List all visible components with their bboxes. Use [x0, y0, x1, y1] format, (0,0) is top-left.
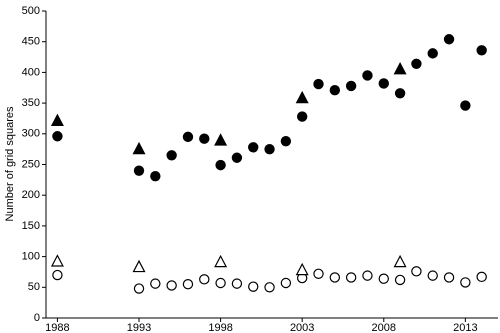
y-tick-label: 450 [22, 36, 40, 48]
circle-point [362, 270, 373, 281]
circle-point [394, 88, 406, 99]
triangle-point [50, 113, 64, 127]
circle-point [460, 100, 471, 111]
circle-point [215, 159, 226, 171]
y-tick-label: 300 [22, 128, 40, 140]
y-axis-label: Number of grid squares [4, 106, 16, 221]
circle-point [133, 283, 145, 294]
circle-point [199, 274, 210, 285]
y-tick-label: 400 [22, 66, 40, 78]
circle-point [166, 150, 177, 161]
circle-point [280, 135, 292, 147]
circle-point [313, 78, 324, 90]
circle-point [231, 152, 243, 163]
circle-point [248, 281, 259, 292]
circle-point [280, 277, 292, 289]
circle-point [52, 131, 63, 142]
circle-point [215, 277, 226, 289]
circle-point [443, 34, 455, 45]
circle-point [182, 131, 194, 143]
circle-point [133, 165, 145, 176]
circle-point [313, 268, 324, 279]
triangle-point [295, 262, 309, 276]
circle-point [411, 266, 422, 277]
circle-point [427, 270, 438, 281]
x-tick-label: 1998 [208, 322, 232, 333]
triangle-point [132, 141, 146, 155]
triangle-point [295, 90, 309, 104]
x-tick-label: 1988 [45, 322, 69, 333]
circle-point [345, 272, 357, 283]
circle-point [182, 279, 194, 290]
y-tick-label: 250 [22, 158, 40, 170]
circle-point [150, 170, 161, 182]
circle-point [345, 80, 357, 92]
circle-point [296, 111, 308, 122]
triangle-point [393, 254, 407, 268]
triangle-point [50, 254, 64, 267]
circle-point [166, 280, 177, 291]
circle-point [378, 273, 389, 284]
circle-point [411, 58, 422, 70]
triangle-point [214, 133, 228, 146]
circle-point [476, 45, 487, 56]
circle-point [329, 272, 341, 283]
y-tick-label: 50 [28, 281, 40, 293]
circle-point [476, 271, 487, 283]
y-tick-label: 350 [22, 97, 40, 109]
circle-point [443, 272, 455, 283]
circle-point [460, 277, 471, 288]
circle-point [199, 133, 210, 144]
circle-point [231, 278, 243, 289]
circle-point [394, 274, 406, 286]
y-tick-label: 150 [22, 220, 40, 232]
x-tick-label: 2003 [290, 322, 314, 333]
circle-point [150, 278, 161, 289]
x-tick-label: 2013 [453, 322, 477, 333]
circle-point [329, 85, 341, 96]
circle-point [52, 269, 63, 281]
circle-point [264, 143, 275, 155]
triangle-point [393, 62, 407, 75]
circle-point [362, 70, 373, 81]
y-tick-label: 500 [22, 5, 40, 17]
y-tick-label: 0 [34, 312, 40, 324]
x-tick-label: 1993 [127, 322, 151, 333]
circle-point [264, 282, 275, 293]
triangle-point [214, 254, 228, 268]
circle-point [427, 48, 438, 59]
circle-point [378, 78, 389, 89]
x-tick-label: 2008 [372, 322, 396, 333]
triangle-point [132, 259, 146, 273]
circle-point [248, 142, 259, 153]
y-tick-label: 200 [22, 189, 40, 201]
y-tick-label: 100 [22, 251, 40, 263]
